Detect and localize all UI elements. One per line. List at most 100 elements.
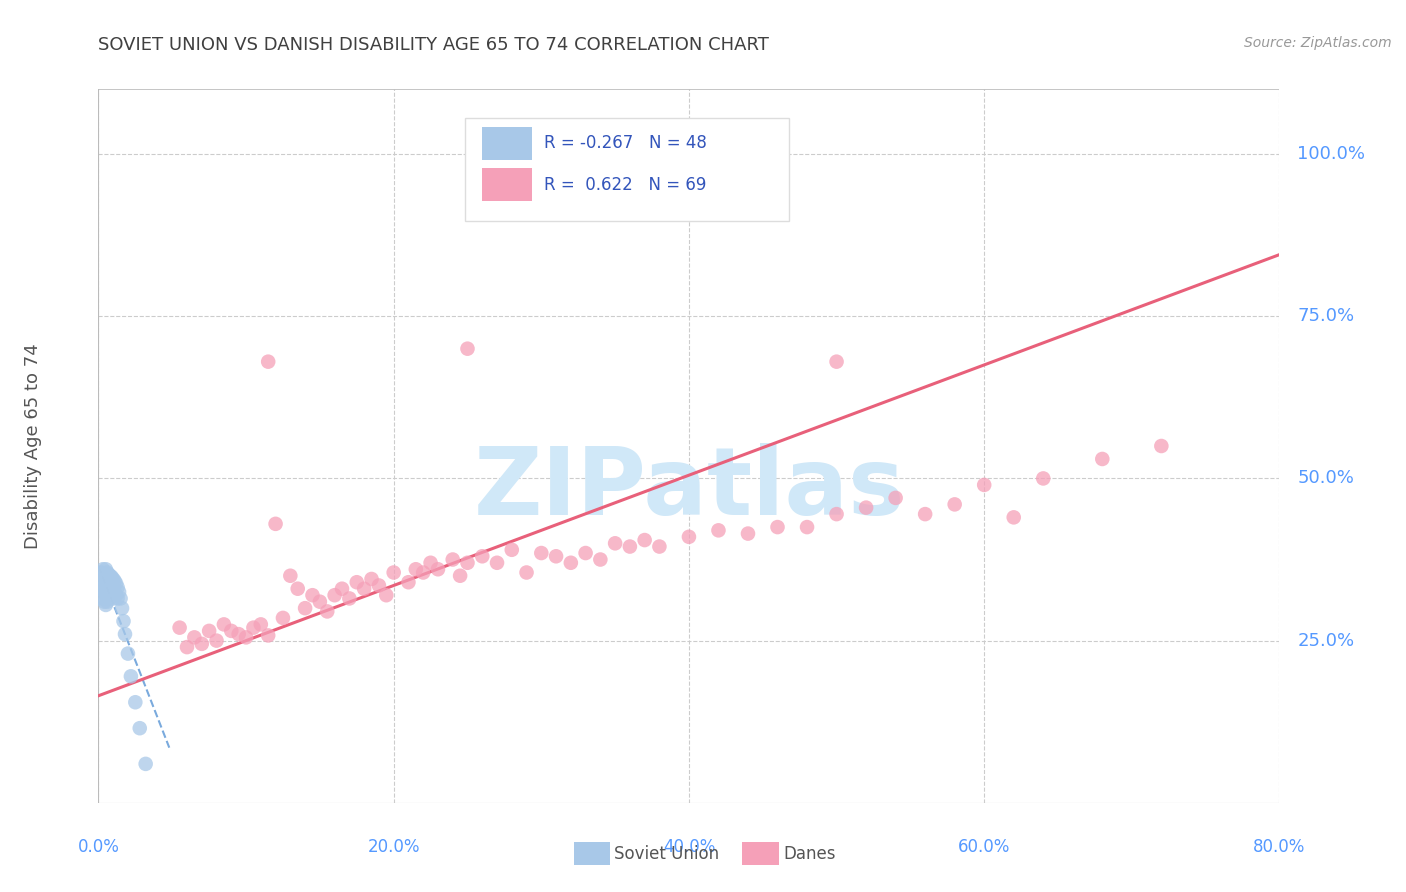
Point xyxy=(264,516,287,531)
Point xyxy=(323,588,346,602)
Point xyxy=(330,582,353,596)
Point xyxy=(560,556,582,570)
Point xyxy=(360,572,382,586)
Point xyxy=(368,578,391,592)
Point xyxy=(973,478,995,492)
Point xyxy=(271,611,294,625)
Point xyxy=(605,536,627,550)
Point xyxy=(124,695,146,709)
Point xyxy=(91,562,114,576)
Point xyxy=(375,588,398,602)
Point xyxy=(94,562,117,576)
Point xyxy=(97,575,120,590)
Point xyxy=(1150,439,1173,453)
Point xyxy=(91,591,114,606)
Point xyxy=(107,581,129,595)
Text: Danes: Danes xyxy=(783,845,835,863)
Point xyxy=(90,566,112,580)
Text: Disability Age 65 to 74: Disability Age 65 to 74 xyxy=(24,343,42,549)
Point xyxy=(112,614,135,628)
Point xyxy=(205,633,228,648)
Point xyxy=(337,591,360,606)
Point xyxy=(648,540,671,554)
Point xyxy=(633,533,655,547)
Point xyxy=(294,601,316,615)
Point xyxy=(104,585,127,599)
Point xyxy=(100,581,122,595)
Point xyxy=(108,585,131,599)
Point xyxy=(449,568,471,582)
Point xyxy=(796,520,818,534)
Point xyxy=(91,572,114,586)
Point xyxy=(884,491,907,505)
Point xyxy=(396,575,419,590)
Point xyxy=(855,500,877,515)
FancyBboxPatch shape xyxy=(482,127,531,160)
Text: ZIPatlas: ZIPatlas xyxy=(474,442,904,535)
Point xyxy=(96,575,118,590)
Point xyxy=(104,574,127,588)
Text: Source: ZipAtlas.com: Source: ZipAtlas.com xyxy=(1244,36,1392,50)
Text: R =  0.622   N = 69: R = 0.622 N = 69 xyxy=(544,176,706,194)
Text: 20.0%: 20.0% xyxy=(367,838,420,856)
Point xyxy=(456,556,478,570)
Point xyxy=(766,520,789,534)
Point xyxy=(128,721,150,735)
Point xyxy=(107,591,129,606)
Point xyxy=(94,598,117,612)
Point xyxy=(219,624,242,638)
Point xyxy=(943,497,966,511)
Point xyxy=(94,588,117,602)
Point xyxy=(105,588,128,602)
Point xyxy=(98,568,121,582)
Point xyxy=(419,556,441,570)
Point xyxy=(301,588,323,602)
Point xyxy=(486,556,509,570)
Point xyxy=(471,549,494,564)
Point xyxy=(183,631,205,645)
Point xyxy=(103,572,125,586)
Point xyxy=(412,566,434,580)
Point xyxy=(287,582,309,596)
Point xyxy=(316,604,339,618)
Point xyxy=(100,590,122,604)
Point xyxy=(589,552,612,566)
Point xyxy=(250,617,273,632)
Point xyxy=(427,562,450,576)
Point xyxy=(90,582,112,596)
FancyBboxPatch shape xyxy=(464,118,789,221)
Point xyxy=(1002,510,1025,524)
Point xyxy=(96,566,118,580)
Point xyxy=(1091,452,1114,467)
Point xyxy=(309,595,332,609)
Point xyxy=(120,669,142,683)
Point xyxy=(93,576,115,591)
Point xyxy=(405,562,427,576)
Point xyxy=(96,585,118,599)
Text: 75.0%: 75.0% xyxy=(1298,307,1354,326)
Point xyxy=(544,549,567,564)
Point xyxy=(100,570,122,584)
Point xyxy=(169,621,191,635)
Point xyxy=(619,540,641,554)
Point xyxy=(441,552,464,566)
Point xyxy=(93,595,115,609)
Point xyxy=(456,342,478,356)
Text: 80.0%: 80.0% xyxy=(1253,838,1306,856)
FancyBboxPatch shape xyxy=(482,169,531,202)
Text: 0.0%: 0.0% xyxy=(77,838,120,856)
Text: SOVIET UNION VS DANISH DISABILITY AGE 65 TO 74 CORRELATION CHART: SOVIET UNION VS DANISH DISABILITY AGE 65… xyxy=(98,36,769,54)
Point xyxy=(96,595,118,609)
Point xyxy=(278,568,302,582)
Point xyxy=(382,566,405,580)
Point xyxy=(135,756,157,771)
Text: 40.0%: 40.0% xyxy=(662,838,716,856)
Point xyxy=(110,591,132,606)
Point xyxy=(235,631,257,645)
Text: 50.0%: 50.0% xyxy=(1298,469,1354,487)
Text: 100.0%: 100.0% xyxy=(1298,145,1365,163)
Point xyxy=(257,354,280,368)
Point xyxy=(914,507,936,521)
Point xyxy=(574,546,596,560)
Point xyxy=(198,624,221,638)
